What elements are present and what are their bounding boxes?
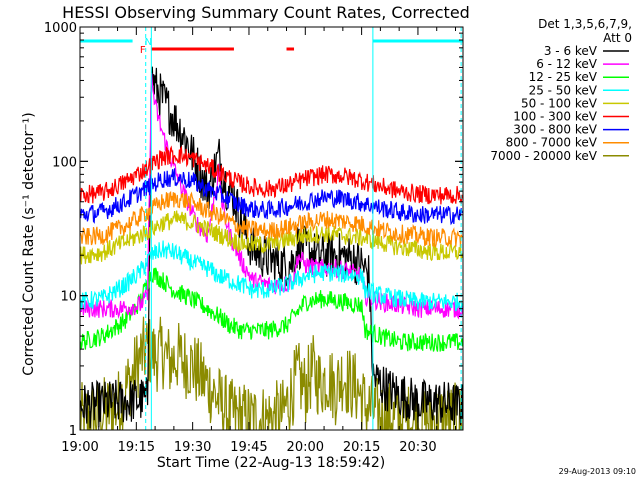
series-line-8 bbox=[80, 316, 463, 430]
x-tick-label: 19:45 bbox=[230, 440, 267, 455]
legend-label: 3 - 6 keV bbox=[544, 44, 598, 58]
x-tick-label: 19:00 bbox=[61, 440, 98, 455]
legend-label: 300 - 800 keV bbox=[513, 123, 597, 137]
plot-frame bbox=[79, 26, 464, 431]
legend-label: 100 - 300 keV bbox=[513, 110, 597, 124]
y-axis-label: Corrected Count Rate (s⁻¹ detector⁻¹) bbox=[21, 112, 37, 375]
y-tick-label: 100 bbox=[52, 155, 77, 170]
series-line-6 bbox=[80, 168, 463, 226]
y-tick-label: 1000 bbox=[44, 21, 77, 36]
marker-label-1: N bbox=[145, 37, 152, 48]
annotations: FN bbox=[80, 27, 463, 430]
series-lines bbox=[80, 66, 463, 430]
render-timestamp: 29-Aug-2013 09:10 bbox=[559, 467, 636, 476]
legend-header: Det 1,3,5,6,7,9, Att 0 bbox=[538, 17, 632, 45]
legend-label: 50 - 100 keV bbox=[521, 96, 598, 110]
legend-header-line-2: Att 0 bbox=[603, 31, 632, 45]
x-tick-label: 20:00 bbox=[287, 440, 324, 455]
series-line-2 bbox=[80, 267, 463, 352]
legend-label: 800 - 7000 keV bbox=[506, 136, 598, 150]
x-axis-label: Start Time (22-Aug-13 18:59:42) bbox=[157, 455, 385, 471]
y-tick-labels: 1 10 100 1000 bbox=[44, 21, 77, 439]
series-line-0 bbox=[80, 66, 463, 429]
x-tick-label: 19:15 bbox=[118, 440, 155, 455]
series-line-3 bbox=[80, 240, 463, 313]
series-line-7 bbox=[80, 190, 463, 248]
x-tick-label: 20:15 bbox=[343, 440, 380, 455]
x-tick-labels: 19:00 19:15 19:30 19:45 20:00 20:15 20:30 bbox=[61, 440, 436, 455]
chart-title: HESSI Observing Summary Count Rates, Cor… bbox=[62, 3, 470, 22]
y-tick-label: 1 bbox=[69, 424, 77, 439]
marker-label-0: F bbox=[140, 45, 146, 56]
axis-ticks bbox=[79, 26, 463, 431]
series-line-5 bbox=[80, 145, 463, 205]
legend-label: 25 - 50 keV bbox=[529, 83, 598, 97]
legend-header-line-1: Det 1,3,5,6,7,9, bbox=[538, 17, 632, 31]
x-tick-label: 20:30 bbox=[399, 440, 436, 455]
legend-label: 6 - 12 keV bbox=[536, 57, 598, 71]
legend-label: 7000 - 20000 keV bbox=[490, 149, 597, 163]
legend-label: 12 - 25 keV bbox=[529, 70, 598, 84]
x-tick-label: 19:30 bbox=[174, 440, 211, 455]
y-tick-label: 10 bbox=[60, 290, 77, 305]
